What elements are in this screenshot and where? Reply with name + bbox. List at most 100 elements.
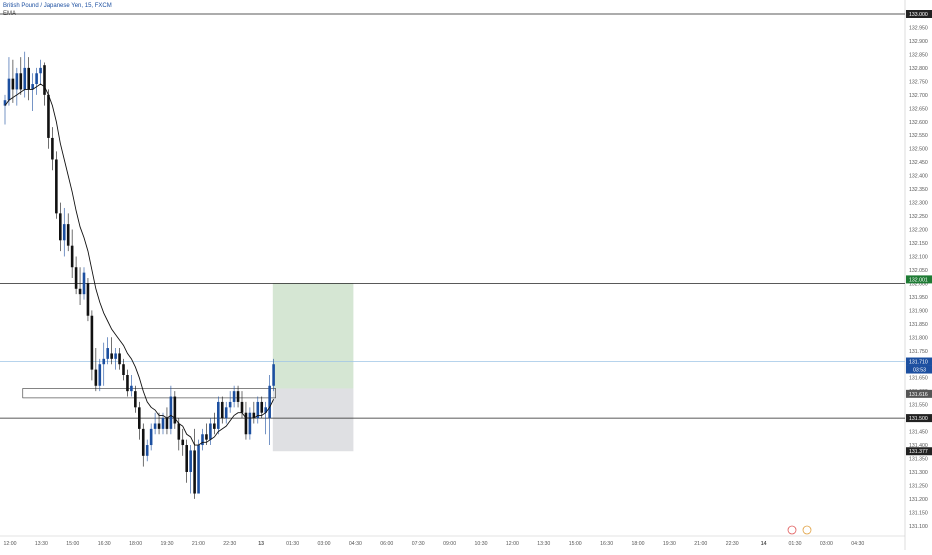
candle-body[interactable] bbox=[228, 401, 232, 408]
candle-body[interactable] bbox=[240, 401, 244, 413]
candle-body[interactable] bbox=[177, 423, 181, 440]
candle-body[interactable] bbox=[118, 353, 121, 365]
candle-body[interactable] bbox=[268, 385, 271, 419]
candle-body[interactable] bbox=[23, 67, 27, 90]
candle-body[interactable] bbox=[217, 401, 220, 429]
candle-body[interactable] bbox=[220, 401, 224, 419]
dividend-event-icon[interactable] bbox=[802, 525, 812, 535]
symbol-title: British Pound / Japanese Yen, 15, FXCM bbox=[3, 3, 112, 9]
countdown-bg bbox=[906, 365, 932, 374]
candle-body[interactable] bbox=[181, 439, 185, 446]
candle-body[interactable] bbox=[264, 407, 267, 413]
candle-body[interactable] bbox=[7, 78, 11, 101]
price-tick-label: 131.150 bbox=[909, 510, 928, 516]
candle-body[interactable] bbox=[256, 401, 260, 419]
candle-body[interactable] bbox=[43, 65, 46, 95]
candle-body[interactable] bbox=[62, 224, 66, 241]
candle-body[interactable] bbox=[209, 423, 212, 440]
candle-body[interactable] bbox=[39, 67, 42, 74]
economic-event-icon[interactable] bbox=[787, 525, 797, 535]
price-tick-label: 132.450 bbox=[909, 160, 928, 166]
candle-body[interactable] bbox=[94, 369, 98, 386]
time-tick-label: 04:30 bbox=[851, 541, 864, 547]
ema-line[interactable] bbox=[4, 83, 275, 446]
candle-body[interactable] bbox=[98, 364, 102, 386]
candle-body[interactable] bbox=[78, 288, 82, 295]
price-tick-label: 131.250 bbox=[909, 483, 928, 489]
candle-body[interactable] bbox=[130, 385, 133, 392]
candle-body[interactable] bbox=[11, 78, 15, 90]
candle-body[interactable] bbox=[189, 450, 192, 472]
indicator-label[interactable]: EMA bbox=[3, 11, 17, 17]
candle-body[interactable] bbox=[82, 272, 86, 295]
candle-body[interactable] bbox=[122, 364, 125, 375]
candle-body[interactable] bbox=[106, 348, 109, 359]
candle-body[interactable] bbox=[15, 73, 19, 90]
stop-zone[interactable] bbox=[272, 388, 354, 452]
time-tick-label: 22:30 bbox=[726, 541, 739, 547]
candle-body[interactable] bbox=[55, 159, 58, 214]
time-tick-label: 19:30 bbox=[663, 541, 676, 547]
candle-body[interactable] bbox=[51, 137, 54, 160]
candle-body[interactable] bbox=[47, 94, 50, 138]
candle-body[interactable] bbox=[141, 428, 145, 456]
price-tick-label: 131.650 bbox=[909, 376, 928, 382]
candle-body[interactable] bbox=[19, 73, 23, 90]
candle-body[interactable] bbox=[90, 315, 94, 370]
candle-body[interactable] bbox=[244, 412, 248, 435]
candle-body[interactable] bbox=[197, 445, 200, 494]
candle-body[interactable] bbox=[169, 396, 173, 429]
candle-body[interactable] bbox=[153, 423, 157, 429]
candle-body[interactable] bbox=[213, 423, 216, 429]
candle-body[interactable] bbox=[66, 224, 70, 246]
candle-body[interactable] bbox=[224, 407, 228, 419]
candle-body[interactable] bbox=[157, 423, 161, 429]
candle-body[interactable] bbox=[161, 418, 165, 429]
time-tick-label: 21:00 bbox=[192, 541, 205, 547]
candle-body[interactable] bbox=[149, 428, 153, 446]
candle-body[interactable] bbox=[185, 445, 188, 472]
candle-body[interactable] bbox=[86, 283, 90, 316]
stop-price-badge-bg bbox=[906, 414, 932, 423]
price-tick-label: 132.750 bbox=[909, 79, 928, 85]
candle-body[interactable] bbox=[126, 374, 129, 392]
price-tick-label: 132.600 bbox=[909, 120, 928, 126]
time-tick-label: 19:30 bbox=[161, 541, 174, 547]
candle-body[interactable] bbox=[248, 412, 252, 435]
time-tick-label: 06:00 bbox=[380, 541, 393, 547]
price-tick-label: 132.200 bbox=[909, 228, 928, 234]
candle-body[interactable] bbox=[232, 391, 236, 402]
candle-body[interactable] bbox=[31, 84, 34, 90]
price-tick-label: 132.500 bbox=[909, 147, 928, 153]
time-tick-label: 04:30 bbox=[349, 541, 362, 547]
candle-body[interactable] bbox=[59, 213, 62, 241]
price-tick-label: 132.000 bbox=[909, 281, 928, 287]
candle-body[interactable] bbox=[114, 353, 117, 359]
candle-body[interactable] bbox=[272, 364, 275, 386]
candle-body[interactable] bbox=[145, 445, 149, 456]
candle-body[interactable] bbox=[70, 245, 74, 268]
candle-body[interactable] bbox=[134, 391, 137, 408]
time-tick-label: 15:00 bbox=[569, 541, 582, 547]
candle-body[interactable] bbox=[27, 67, 30, 90]
candle-body[interactable] bbox=[252, 412, 256, 419]
time-tick-label: 03:00 bbox=[820, 541, 833, 547]
candle-body[interactable] bbox=[165, 418, 169, 429]
target-zone[interactable] bbox=[272, 283, 354, 389]
candle-body[interactable] bbox=[138, 407, 141, 429]
support-box[interactable] bbox=[22, 388, 276, 399]
candle-body[interactable] bbox=[260, 401, 264, 413]
candle-body[interactable] bbox=[173, 396, 177, 424]
candle-body[interactable] bbox=[74, 267, 78, 289]
candle-body[interactable] bbox=[102, 358, 106, 365]
candle-body[interactable] bbox=[3, 100, 7, 106]
candle-body[interactable] bbox=[193, 450, 196, 494]
candle-body[interactable] bbox=[35, 73, 38, 85]
time-tick-label: 18:00 bbox=[129, 541, 142, 547]
candle-body[interactable] bbox=[236, 391, 240, 402]
time-tick-label: 14 bbox=[761, 541, 767, 547]
candle-body[interactable] bbox=[110, 353, 113, 359]
candle-body[interactable] bbox=[205, 434, 208, 440]
candle-body[interactable] bbox=[201, 434, 204, 446]
